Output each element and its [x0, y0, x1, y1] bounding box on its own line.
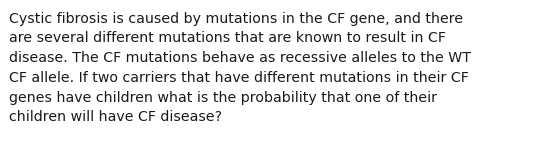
Text: Cystic fibrosis is caused by mutations in the CF gene, and there
are several dif: Cystic fibrosis is caused by mutations i…: [9, 12, 471, 124]
